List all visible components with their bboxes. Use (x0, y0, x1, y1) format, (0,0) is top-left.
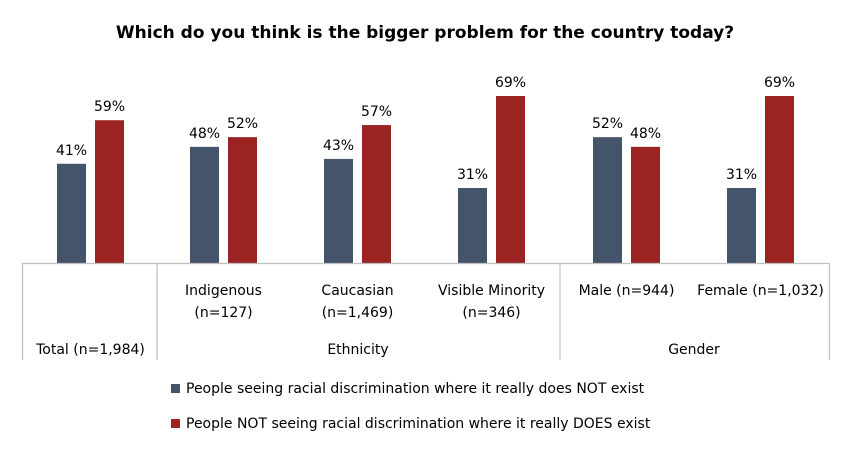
data-label: 52% (592, 116, 623, 132)
legend-label-series-2: People NOT seeing racial discrimination … (186, 416, 651, 432)
category-label: Indigenous (185, 283, 262, 299)
legend-label-series-1: People seeing racial discrimination wher… (186, 381, 645, 397)
group-label-gender: Gender (668, 342, 720, 358)
bar-series-2 (765, 96, 794, 264)
data-label: 48% (189, 126, 220, 142)
category-label: (n=1,469) (322, 305, 394, 321)
group-label-ethnicity: Ethnicity (327, 342, 388, 358)
data-label: 57% (361, 104, 392, 120)
legend: People seeing racial discrimination wher… (171, 381, 651, 432)
legend-swatch-series-2 (171, 419, 180, 428)
legend-swatch-series-1 (171, 384, 180, 393)
bar-series-1 (324, 158, 353, 263)
bar-series-2 (228, 137, 257, 263)
bar-series-2 (496, 96, 525, 264)
data-label: 31% (726, 167, 757, 183)
category-label: Caucasian (321, 283, 393, 299)
bar-series-1 (593, 137, 622, 263)
category-label: Visible Minority (438, 283, 545, 299)
bar-series-1 (57, 163, 86, 263)
bar-series-2 (631, 146, 660, 263)
data-label: 41% (56, 143, 87, 159)
data-label: 69% (764, 75, 795, 91)
category-label: Total (n=1,984) (35, 342, 145, 358)
data-label: 31% (457, 167, 488, 183)
bar-series-1 (727, 187, 756, 263)
bar-series-1 (190, 146, 219, 263)
bar-series-2 (362, 125, 391, 263)
bar-series-1 (458, 187, 487, 263)
data-label: 43% (323, 138, 354, 154)
category-label: (n=127) (194, 305, 252, 321)
category-axis: Ethnicity Gender (21, 262, 831, 360)
chart-title: Which do you think is the bigger problem… (116, 23, 734, 43)
data-label: 59% (94, 99, 125, 115)
category-label: Female (n=1,032) (697, 283, 824, 299)
bar-series-2 (95, 120, 124, 263)
category-label: (n=346) (462, 305, 520, 321)
category-label: Male (n=944) (579, 283, 675, 299)
data-label: 69% (495, 75, 526, 91)
data-label: 52% (227, 116, 258, 132)
data-label: 48% (630, 126, 661, 142)
